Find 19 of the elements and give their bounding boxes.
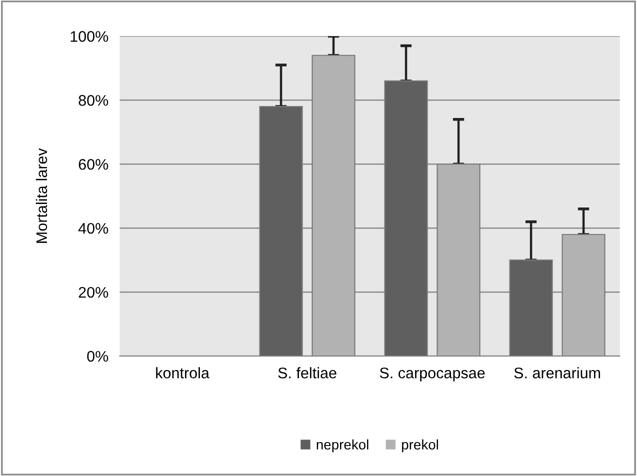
y-axis-title: Mortalita larev	[36, 148, 48, 243]
x-tick-label: S. carpocapsae	[380, 368, 485, 382]
x-tick-label: S. arenarium	[514, 367, 600, 378]
bar	[312, 54, 356, 356]
legend-label: neprekol	[316, 439, 368, 452]
y-tick-label: 60%	[78, 158, 108, 170]
bar	[259, 106, 303, 356]
bar	[384, 80, 428, 356]
x-tick-label: S. feltiae	[278, 367, 336, 378]
x-tick-label: kontrola	[156, 367, 210, 378]
bar	[436, 164, 480, 356]
bar	[509, 260, 553, 356]
y-tick-label: 20%	[78, 286, 108, 298]
y-tick-label: 40%	[78, 222, 108, 234]
y-tick-label: 100%	[70, 31, 108, 42]
bar	[562, 234, 606, 356]
y-tick-label: 80%	[78, 95, 108, 106]
y-tick-label: 0%	[87, 350, 108, 362]
legend-label: prekol	[402, 439, 438, 452]
